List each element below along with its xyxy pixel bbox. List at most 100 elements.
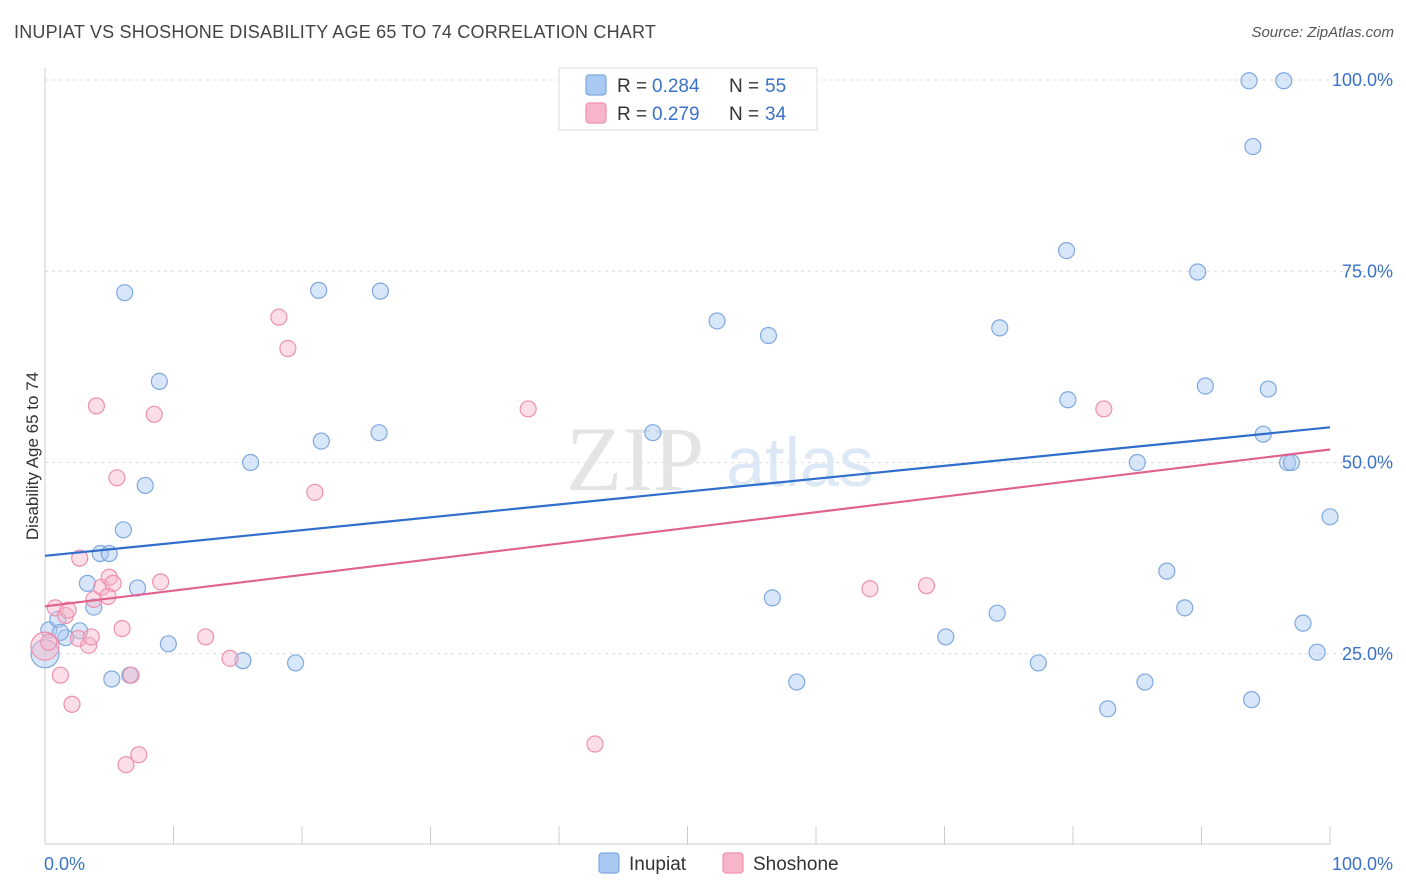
shoshone-point bbox=[82, 628, 100, 646]
inupiat-point bbox=[988, 604, 1006, 622]
y-tick-label-25: 25.0% bbox=[1342, 644, 1393, 664]
shoshone-r-value: 0.279 bbox=[652, 104, 700, 125]
source-credit: Source: ZipAtlas.com bbox=[1251, 24, 1394, 41]
inupiat-r-value: 0.284 bbox=[652, 76, 700, 97]
inupiat-point bbox=[708, 312, 726, 330]
shoshone-point bbox=[586, 735, 604, 753]
shoshone-point bbox=[99, 587, 117, 605]
inupiat-point bbox=[286, 654, 305, 672]
inupiat-point bbox=[1243, 691, 1261, 709]
shoshone-point bbox=[30, 631, 60, 661]
inupiat-n-label: N = bbox=[729, 76, 759, 97]
shoshone-point bbox=[519, 400, 537, 418]
y-tick-label-100: 100.0% bbox=[1332, 70, 1393, 90]
shoshone-point bbox=[152, 573, 170, 591]
watermark-zip: ZIP bbox=[566, 408, 704, 510]
inupiat-point bbox=[1308, 643, 1326, 661]
inupiat-point bbox=[1259, 380, 1277, 398]
shoshone-point bbox=[63, 695, 81, 713]
shoshone-point bbox=[122, 666, 140, 684]
shoshone-point bbox=[917, 577, 936, 595]
inupiat-point bbox=[78, 574, 97, 592]
inupiat-point bbox=[759, 326, 778, 345]
inupiat-point bbox=[370, 424, 388, 442]
shoshone-point bbox=[117, 756, 135, 774]
grid-lines bbox=[45, 79, 1394, 655]
shoshone-point bbox=[69, 629, 88, 648]
shoshone-n-label: N = bbox=[729, 104, 759, 125]
y-tick-label-50: 50.0% bbox=[1342, 453, 1393, 473]
inupiat-legend-label: Inupiat bbox=[629, 854, 687, 875]
inupiat-point bbox=[1275, 72, 1293, 90]
inupiat-r-label: R = bbox=[617, 76, 647, 97]
inupiat-point bbox=[937, 628, 955, 646]
shoshone-point bbox=[87, 397, 106, 415]
inupiat-point bbox=[114, 521, 132, 539]
inupiat-bottom-swatch bbox=[598, 852, 620, 874]
watermark: ZIP atlas bbox=[566, 408, 874, 510]
chart-title: INUPIAT VS SHOSHONE DISABILITY AGE 65 TO… bbox=[14, 22, 657, 42]
x-tick-label-0: 0.0% bbox=[44, 854, 85, 874]
shoshone-legend-swatch bbox=[585, 102, 607, 124]
inupiat-point bbox=[242, 453, 260, 472]
inupiat-point bbox=[1057, 241, 1076, 260]
shoshone-point bbox=[197, 628, 215, 646]
inupiat-point bbox=[136, 476, 154, 495]
shoshone-point bbox=[861, 580, 879, 598]
shoshone-point bbox=[71, 549, 89, 567]
inupiat-point bbox=[1294, 614, 1312, 632]
inupiat-point bbox=[312, 432, 330, 450]
shoshone-point bbox=[279, 339, 297, 358]
inupiat-point bbox=[310, 281, 328, 299]
shoshone-point bbox=[130, 746, 148, 764]
shoshone-point bbox=[40, 633, 58, 651]
top-legend: R = 0.284 N = 55 R = 0.279 N = 34 bbox=[558, 67, 818, 131]
shoshone-point bbox=[59, 601, 77, 619]
bottom-legend: Inupiat Shoshone bbox=[598, 852, 839, 875]
shoshone-r-label: R = bbox=[617, 104, 647, 125]
inupiat-point bbox=[1099, 700, 1117, 718]
inupiat-trend-line bbox=[44, 426, 1331, 557]
inupiat-legend-swatch bbox=[585, 74, 607, 96]
inupiat-point bbox=[1059, 391, 1077, 409]
inupiat-point bbox=[1158, 562, 1176, 580]
inupiat-point bbox=[788, 673, 806, 691]
inupiat-point bbox=[51, 623, 70, 641]
shoshone-bottom-swatch bbox=[722, 852, 744, 874]
shoshone-point bbox=[113, 619, 131, 638]
inupiat-point bbox=[30, 639, 60, 669]
inupiat-point bbox=[1189, 263, 1207, 281]
tick-labels: 25.0% 50.0% 75.0% 100.0% 0.0% 100.0% bbox=[44, 70, 1393, 874]
inupiat-point bbox=[763, 589, 781, 607]
watermark-atlas: atlas bbox=[726, 423, 874, 501]
shoshone-legend-label: Shoshone bbox=[753, 854, 839, 875]
inupiat-point bbox=[644, 424, 662, 442]
shoshone-point bbox=[108, 469, 126, 487]
shoshone-point bbox=[51, 666, 70, 684]
inupiat-n-value: 55 bbox=[765, 76, 786, 97]
shoshone-trend-line bbox=[44, 448, 1331, 608]
x-tick-label-100: 100.0% bbox=[1332, 854, 1393, 874]
inupiat-point bbox=[1240, 72, 1258, 90]
inupiat-point bbox=[1176, 599, 1194, 617]
inupiat-point bbox=[1029, 654, 1047, 672]
inupiat-point bbox=[159, 635, 177, 653]
y-tick-label-75: 75.0% bbox=[1342, 261, 1393, 281]
shoshone-n-value: 34 bbox=[765, 104, 787, 125]
inupiat-point bbox=[1128, 453, 1146, 472]
data-points bbox=[30, 72, 1339, 774]
inupiat-point bbox=[1244, 137, 1262, 156]
inupiat-point bbox=[1136, 673, 1154, 691]
inupiat-point bbox=[371, 282, 389, 300]
inupiat-point bbox=[150, 372, 168, 391]
inupiat-point bbox=[1282, 453, 1301, 472]
axes bbox=[44, 68, 1331, 845]
shoshone-point bbox=[104, 574, 122, 592]
inupiat-point bbox=[116, 284, 134, 302]
shoshone-point bbox=[306, 483, 324, 501]
inupiat-point bbox=[103, 670, 121, 688]
inupiat-point bbox=[991, 319, 1009, 337]
shoshone-point bbox=[221, 649, 239, 667]
inupiat-point bbox=[234, 652, 252, 670]
